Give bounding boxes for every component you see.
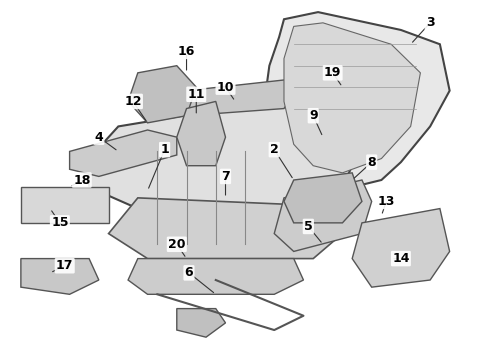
Text: 3: 3 bbox=[426, 16, 435, 29]
Polygon shape bbox=[128, 258, 303, 294]
Text: 9: 9 bbox=[309, 109, 318, 122]
Text: 10: 10 bbox=[217, 81, 234, 94]
Polygon shape bbox=[284, 23, 420, 173]
Polygon shape bbox=[177, 309, 225, 337]
Polygon shape bbox=[274, 180, 372, 251]
Text: 16: 16 bbox=[178, 45, 195, 58]
Text: 17: 17 bbox=[56, 259, 74, 272]
Polygon shape bbox=[177, 102, 225, 166]
Text: 8: 8 bbox=[368, 156, 376, 168]
Text: 18: 18 bbox=[73, 174, 91, 186]
Text: 6: 6 bbox=[185, 266, 193, 279]
Text: 4: 4 bbox=[95, 131, 103, 144]
Polygon shape bbox=[284, 173, 362, 223]
Polygon shape bbox=[21, 187, 109, 223]
Text: 20: 20 bbox=[168, 238, 186, 251]
Polygon shape bbox=[177, 80, 294, 116]
Text: 2: 2 bbox=[270, 143, 279, 156]
Text: 12: 12 bbox=[124, 95, 142, 108]
Text: 19: 19 bbox=[324, 66, 342, 79]
Text: 1: 1 bbox=[160, 143, 169, 156]
Polygon shape bbox=[89, 102, 362, 216]
Text: 15: 15 bbox=[51, 216, 69, 229]
Text: 7: 7 bbox=[221, 170, 230, 183]
Polygon shape bbox=[352, 208, 450, 287]
Polygon shape bbox=[128, 66, 196, 123]
Polygon shape bbox=[21, 258, 99, 294]
Text: 14: 14 bbox=[392, 252, 410, 265]
Text: 11: 11 bbox=[188, 88, 205, 101]
Polygon shape bbox=[70, 130, 177, 176]
Text: 13: 13 bbox=[378, 195, 395, 208]
Polygon shape bbox=[109, 198, 343, 258]
Text: 5: 5 bbox=[304, 220, 313, 233]
Polygon shape bbox=[265, 12, 450, 187]
